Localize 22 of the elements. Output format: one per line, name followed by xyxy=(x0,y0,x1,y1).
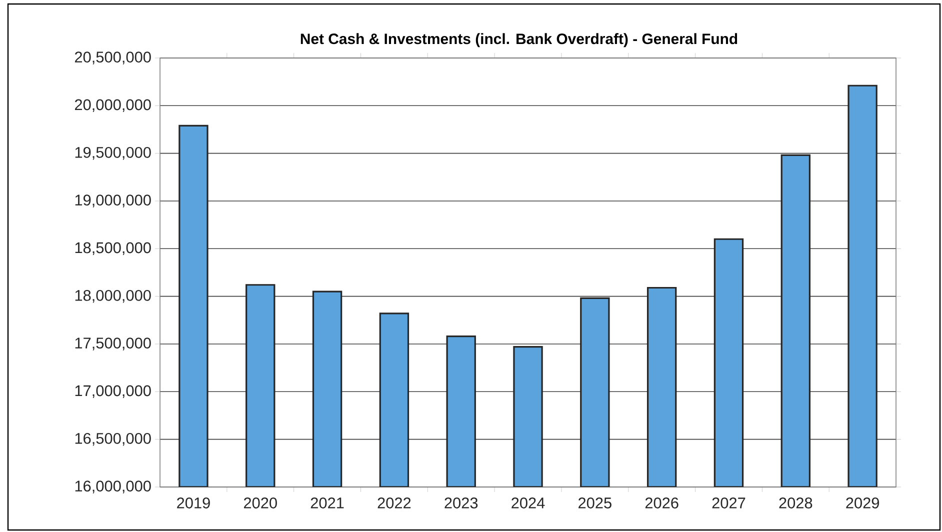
y-tick-label: 19,000,000 xyxy=(75,194,151,208)
x-tick-label: 2029 xyxy=(846,498,879,508)
y-tick-label: 16,500,000 xyxy=(75,432,151,446)
x-tick-label: 2019 xyxy=(177,498,210,508)
x-tick-label: 2027 xyxy=(712,498,746,508)
x-tick-label: 2028 xyxy=(779,498,812,508)
y-tick-label: 20,500,000 xyxy=(74,52,151,64)
x-tick-label: 2026 xyxy=(645,498,678,508)
y-tick-label: 18,000,000 xyxy=(75,290,151,303)
y-tick-label: 17,500,000 xyxy=(75,338,151,350)
y-tick-label: 17,000,000 xyxy=(75,385,151,398)
y-tick-label: 19,500,000 xyxy=(75,146,151,160)
x-tick-label: 2025 xyxy=(578,498,612,508)
x-tick-label: 2024 xyxy=(512,498,545,508)
x-tick-label: 2023 xyxy=(444,498,478,508)
x-tick-label: 2021 xyxy=(310,498,344,508)
y-tick-label: 20,000,000 xyxy=(74,99,151,112)
y-tick-label: 16,000,000 xyxy=(75,480,151,494)
y-tick-label: 18,500,000 xyxy=(75,242,151,256)
x-tick-label: 2020 xyxy=(244,498,277,508)
x-tick-label: 2022 xyxy=(378,498,411,508)
chart-title: Net Cash & Investments (incl. Bank Overdraft) - General Fund xyxy=(300,33,738,48)
